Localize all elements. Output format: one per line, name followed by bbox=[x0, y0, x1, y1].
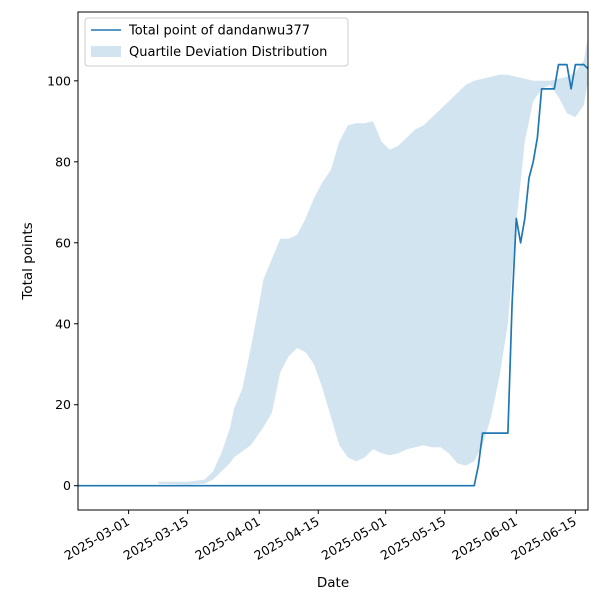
y-tick-label: 20 bbox=[55, 397, 71, 412]
total-point-line bbox=[78, 63, 589, 487]
y-tick-label: 100 bbox=[47, 73, 71, 88]
x-axis-label: Date bbox=[317, 575, 349, 591]
y-tick-label: 0 bbox=[63, 478, 71, 493]
legend-box bbox=[84, 17, 349, 67]
legend-label-line: Total point of dandanwu377 bbox=[128, 24, 310, 39]
quartile-band-area bbox=[158, 36, 588, 485]
y-tick-label: 40 bbox=[55, 316, 71, 331]
legend-label-band: Quartile Deviation Distribution bbox=[129, 45, 327, 60]
y-axis-label: Total points bbox=[20, 222, 36, 300]
band-layer bbox=[158, 36, 588, 485]
legend-band-swatch bbox=[91, 46, 121, 57]
plot-frame bbox=[77, 11, 589, 511]
y-axis-ticks: 0 20 40 60 80 100 bbox=[47, 73, 78, 493]
y-tick-label: 60 bbox=[55, 235, 71, 250]
y-tick-label: 80 bbox=[55, 154, 71, 169]
line-layer bbox=[78, 63, 589, 487]
legend: Total point of dandanwu377 Quartile Devi… bbox=[84, 17, 349, 67]
